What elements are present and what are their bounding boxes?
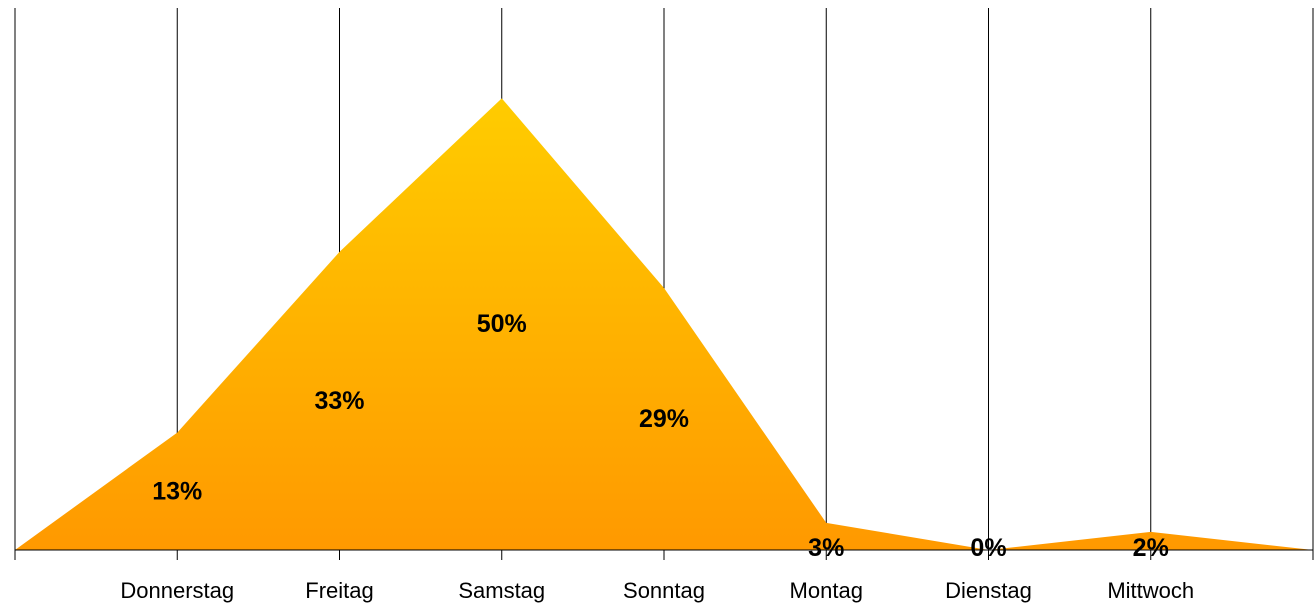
data-label: 2% [1133,534,1169,562]
x-tick-label: Montag [790,578,863,603]
x-tick-label: Freitag [305,578,373,603]
area-mark [15,98,1313,550]
x-tick-label: Donnerstag [120,578,234,603]
data-label: 50% [477,310,527,338]
x-tick-label: Mittwoch [1107,578,1194,603]
data-label: 29% [639,405,689,433]
x-tick-label: Samstag [458,578,545,603]
data-label: 0% [970,534,1006,562]
data-label: 13% [152,477,202,505]
x-axis: Donnerstag Freitag Samstag Sonntag Montag Die… [14,549,1314,603]
x-tick-label: Dienstag [945,578,1032,603]
data-label: 3% [808,534,844,562]
area-series [15,98,1313,550]
data-label: 33% [314,387,364,415]
data-labels: 13% 33% 50% 29% 3% 0% 2% [152,310,1169,562]
x-tick-label: Sonntag [623,578,705,603]
